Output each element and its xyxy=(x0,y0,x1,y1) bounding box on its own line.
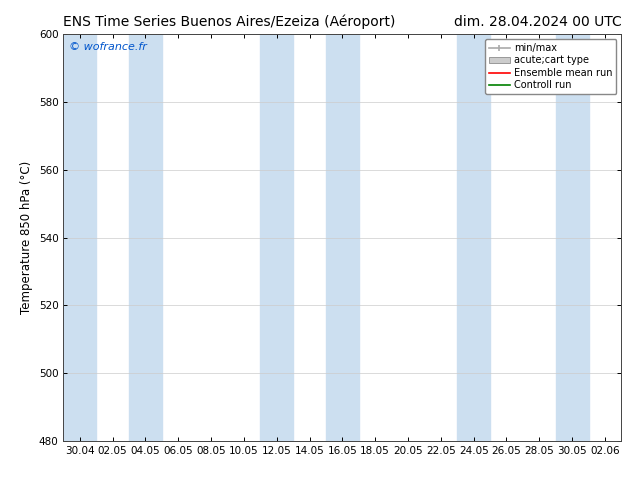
Bar xyxy=(555,34,588,441)
Bar xyxy=(326,34,359,441)
Bar xyxy=(261,34,293,441)
Bar xyxy=(129,34,162,441)
Text: © wofrance.fr: © wofrance.fr xyxy=(69,43,147,52)
Text: dim. 28.04.2024 00 UTC: dim. 28.04.2024 00 UTC xyxy=(453,15,621,29)
Legend: min/max, acute;cart type, Ensemble mean run, Controll run: min/max, acute;cart type, Ensemble mean … xyxy=(485,39,616,94)
Bar xyxy=(63,34,96,441)
Text: ENS Time Series Buenos Aires/Ezeiza (Aéroport): ENS Time Series Buenos Aires/Ezeiza (Aér… xyxy=(63,15,396,29)
Y-axis label: Temperature 850 hPa (°C): Temperature 850 hPa (°C) xyxy=(20,161,33,314)
Bar xyxy=(457,34,490,441)
